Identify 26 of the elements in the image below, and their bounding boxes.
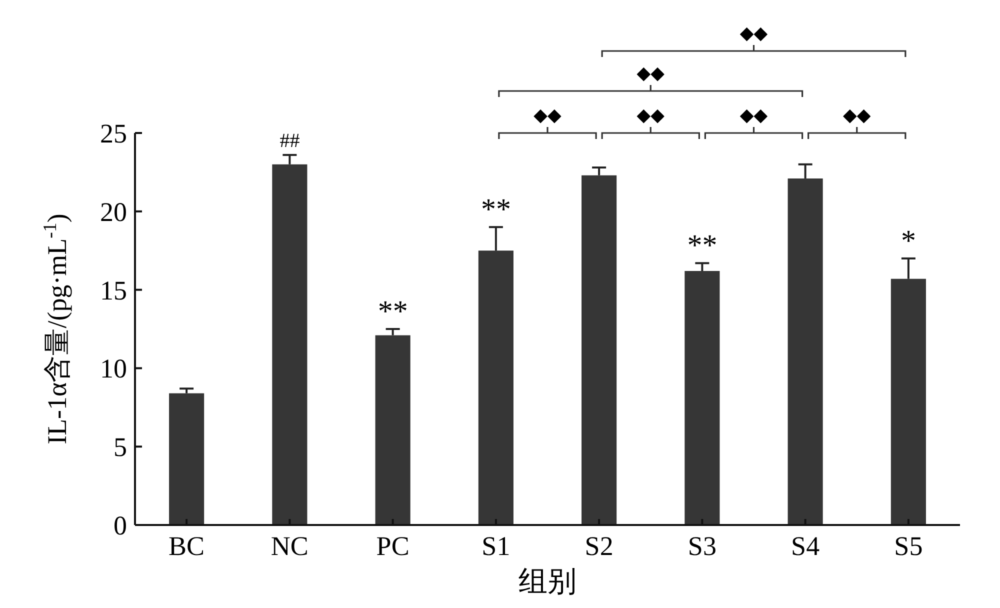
x-tick-label: PC [376, 531, 410, 561]
annotation: * [900, 224, 916, 258]
y-tick-label: 5 [114, 432, 127, 462]
bracket: ◆◆ [601, 23, 906, 57]
y-tick-label: 15 [100, 275, 127, 306]
y-tick-label: 10 [100, 354, 127, 384]
x-axis-title: 组别 [518, 566, 576, 598]
x-tick-label: S5 [894, 531, 923, 561]
x-tick-label: NC [270, 531, 308, 561]
annotation: ** [378, 295, 408, 328]
x-tick-label: S1 [482, 531, 510, 561]
y-tick-label: 25 [100, 118, 127, 148]
bracket: ◆◆ [808, 105, 906, 139]
y-tick-label: 0 [114, 510, 127, 540]
bracket: ◆◆ [704, 105, 804, 139]
x-tick-label: S2 [584, 531, 614, 561]
bracket: ◆◆ [498, 105, 597, 139]
bracket: ◆◆ [601, 105, 700, 139]
annotation: ** [480, 193, 511, 226]
x-tick-label: BC [168, 531, 205, 561]
annotation: ** [687, 229, 718, 262]
y-tick-label: 20 [100, 196, 127, 227]
bracket: ◆◆ [498, 63, 804, 97]
x-tick-label: S4 [791, 531, 820, 561]
x-tick-label: S3 [688, 531, 716, 561]
annotation: ## [280, 130, 300, 152]
